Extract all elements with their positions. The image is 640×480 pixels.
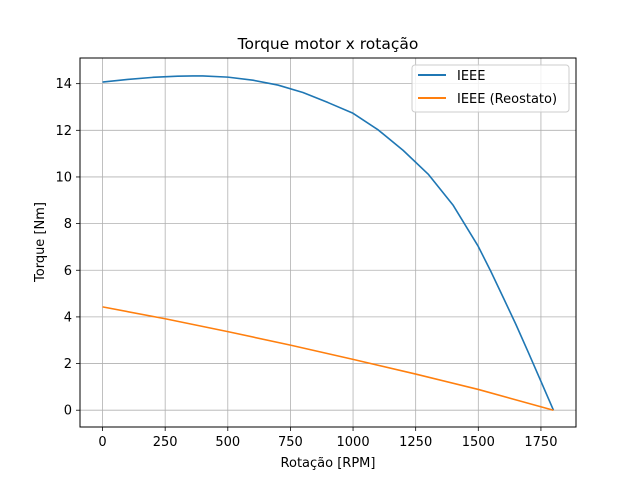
y-tick-label: 8 bbox=[64, 217, 72, 232]
legend: IEEE IEEE (Reostato) bbox=[411, 64, 570, 113]
x-tick-label: 1500 bbox=[462, 435, 495, 450]
y-axis-label: Torque [Nm] bbox=[33, 202, 48, 283]
plot-frame bbox=[79, 57, 577, 428]
legend-label-ieee: IEEE bbox=[457, 69, 485, 84]
x-tick-label: 750 bbox=[278, 435, 303, 450]
y-tick-label: 4 bbox=[64, 310, 72, 325]
y-tick-label: 14 bbox=[55, 77, 72, 92]
y-tick-label: 12 bbox=[55, 124, 72, 139]
y-tick-label: 10 bbox=[55, 170, 72, 185]
x-tick-label: 1250 bbox=[399, 435, 432, 450]
x-tick-label: 0 bbox=[98, 435, 106, 450]
legend-box bbox=[411, 64, 570, 113]
chart-title: Torque motor x rotação bbox=[237, 35, 419, 53]
legend-label-ieee-reostato: IEEE (Reostato) bbox=[457, 92, 557, 107]
x-tick-label: 1000 bbox=[337, 435, 370, 450]
grid bbox=[80, 58, 576, 427]
x-tick-label: 1750 bbox=[524, 435, 557, 450]
ticks: 0 250 500 750 1000 1250 1500 1750 0 2 4 6 8 10 12 14 bbox=[55, 77, 557, 450]
y-tick-label: 2 bbox=[64, 357, 72, 372]
series-layer bbox=[102, 75, 555, 411]
series-line-0 bbox=[102, 75, 555, 411]
y-tick-label: 6 bbox=[64, 264, 72, 279]
series-line-1 bbox=[102, 306, 554, 411]
y-tick-label: 0 bbox=[64, 404, 72, 419]
x-tick-label: 500 bbox=[215, 435, 240, 450]
x-axis-label: Rotação [RPM] bbox=[281, 456, 376, 471]
x-tick-label: 250 bbox=[153, 435, 178, 450]
